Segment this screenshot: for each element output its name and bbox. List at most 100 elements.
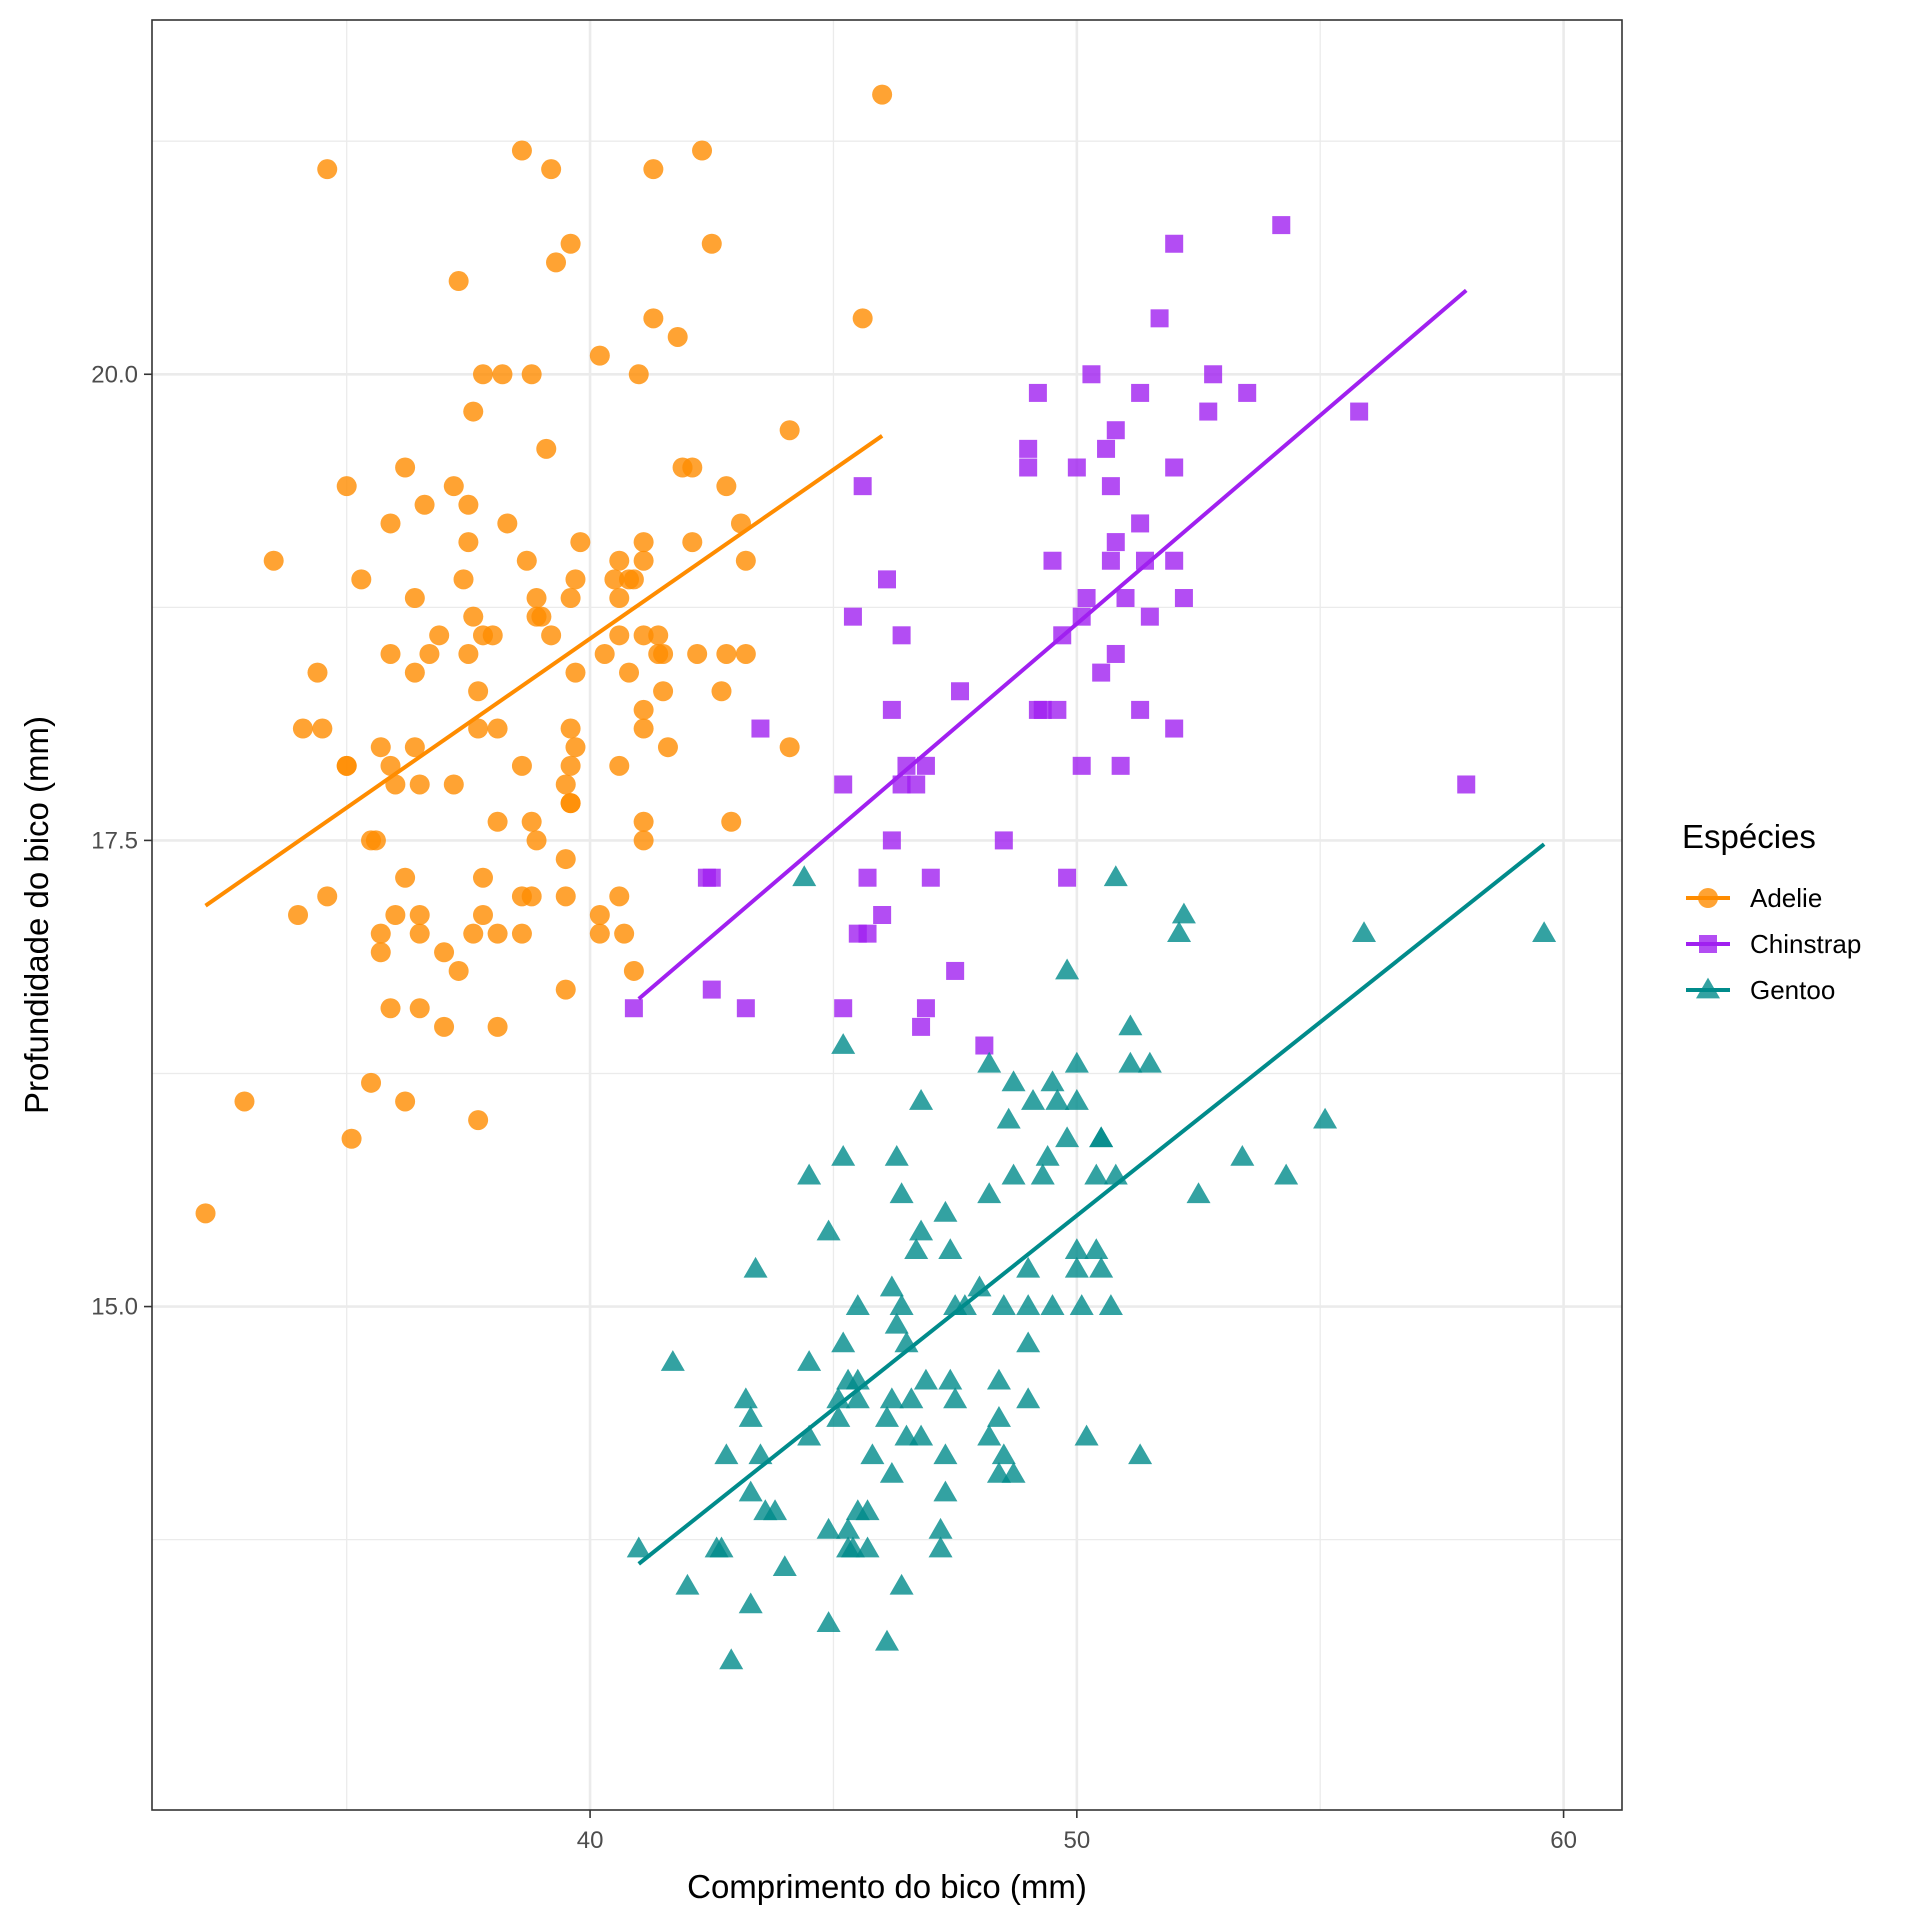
data-point-adelie <box>872 84 893 105</box>
data-point-gentoo <box>1074 1424 1099 1446</box>
data-point-adelie <box>682 457 703 478</box>
data-point-adelie <box>463 923 484 944</box>
data-point-adelie <box>541 159 562 180</box>
data-point-gentoo <box>884 1312 909 1334</box>
data-point-adelie <box>565 662 586 683</box>
data-point-adelie <box>463 606 484 627</box>
data-point-gentoo <box>1030 1163 1055 1185</box>
data-point-gentoo <box>1186 1182 1211 1204</box>
data-point-chinstrap <box>1165 458 1184 477</box>
data-point-gentoo <box>1055 1126 1080 1148</box>
data-point-chinstrap <box>1058 868 1077 887</box>
data-point-adelie <box>434 942 455 963</box>
data-point-gentoo <box>991 1294 1016 1315</box>
data-point-chinstrap <box>882 831 901 850</box>
data-point-gentoo <box>889 1294 914 1315</box>
data-point-gentoo <box>1098 1294 1123 1315</box>
data-point-adelie <box>633 811 654 832</box>
data-point-adelie <box>487 811 508 832</box>
data-point-chinstrap <box>834 775 853 794</box>
data-point-adelie <box>487 718 508 739</box>
data-point-gentoo <box>1064 1238 1089 1260</box>
data-point-gentoo <box>913 1368 938 1390</box>
data-point-gentoo <box>909 1219 934 1241</box>
data-point-gentoo <box>1021 1089 1046 1110</box>
data-point-adelie <box>565 569 586 590</box>
data-point-chinstrap <box>1131 700 1150 719</box>
data-point-gentoo <box>1016 1256 1041 1278</box>
data-point-adelie <box>511 923 532 944</box>
data-point-gentoo <box>1352 921 1377 943</box>
data-point-gentoo <box>1064 1089 1089 1110</box>
data-point-gentoo <box>889 1182 914 1204</box>
data-point-adelie <box>448 271 469 292</box>
data-point-adelie <box>458 494 479 515</box>
data-point-gentoo <box>899 1387 924 1409</box>
data-point-gentoo <box>884 1144 909 1166</box>
data-point-adelie <box>521 886 542 907</box>
data-point-chinstrap <box>1238 383 1257 402</box>
data-point-adelie <box>414 494 435 515</box>
data-point-adelie <box>472 364 493 385</box>
data-point-gentoo <box>889 1573 914 1595</box>
data-point-chinstrap <box>1116 589 1135 608</box>
data-point-gentoo <box>996 1107 1021 1129</box>
data-point-gentoo <box>816 1219 841 1241</box>
data-point-gentoo <box>879 1461 904 1483</box>
data-point-adelie <box>395 1091 416 1112</box>
data-point-adelie <box>560 588 581 609</box>
data-point-gentoo <box>1118 1051 1143 1073</box>
data-point-chinstrap <box>1165 234 1184 253</box>
data-point-adelie <box>716 643 737 664</box>
data-point-gentoo <box>1001 1461 1026 1483</box>
data-point-adelie <box>555 886 576 907</box>
data-point-gentoo <box>719 1648 744 1670</box>
data-point-adelie <box>565 737 586 758</box>
data-point-chinstrap <box>1131 514 1150 533</box>
data-point-chinstrap <box>1135 551 1154 570</box>
data-point-chinstrap <box>1019 458 1038 477</box>
data-point-chinstrap <box>946 961 965 980</box>
data-point-adelie <box>292 718 313 739</box>
data-point-gentoo <box>1171 902 1196 924</box>
data-point-adelie <box>648 625 669 646</box>
data-point-gentoo <box>797 1424 822 1446</box>
data-point-adelie <box>487 1016 508 1037</box>
data-point-gentoo <box>986 1406 1011 1427</box>
data-point-adelie <box>263 550 284 571</box>
data-point-chinstrap <box>994 831 1013 850</box>
data-point-adelie <box>361 1072 382 1093</box>
data-point-gentoo <box>909 1424 934 1446</box>
data-point-gentoo <box>831 1144 856 1166</box>
data-point-chinstrap <box>624 999 643 1018</box>
data-point-adelie <box>716 476 737 497</box>
data-point-adelie <box>555 849 576 870</box>
data-point-gentoo <box>1064 1256 1089 1278</box>
data-point-chinstrap <box>1140 607 1159 626</box>
data-point-chinstrap <box>1165 551 1184 570</box>
data-point-adelie <box>195 1203 216 1224</box>
data-point-adelie <box>511 140 532 161</box>
legend-key-marker <box>1696 977 1720 999</box>
data-point-adelie <box>365 830 386 851</box>
data-point-adelie <box>409 774 430 795</box>
data-point-adelie <box>609 625 630 646</box>
legend-item-chinstrap: Chinstrap <box>1686 929 1861 959</box>
data-point-adelie <box>448 960 469 981</box>
data-point-gentoo <box>797 1163 822 1185</box>
data-point-gentoo <box>714 1443 739 1465</box>
data-point-adelie <box>434 1016 455 1037</box>
data-point-gentoo <box>933 1443 958 1465</box>
data-point-chinstrap <box>1019 439 1038 458</box>
data-point-gentoo <box>1128 1443 1153 1465</box>
data-point-gentoo <box>1084 1163 1109 1185</box>
data-point-gentoo <box>831 1033 856 1054</box>
data-point-adelie <box>526 588 547 609</box>
data-point-adelie <box>516 550 537 571</box>
data-point-adelie <box>619 662 640 683</box>
y-tick-label: 15.0 <box>91 1294 138 1321</box>
data-point-chinstrap <box>1101 477 1120 496</box>
data-point-chinstrap <box>1150 309 1169 328</box>
data-point-gentoo <box>967 1275 992 1297</box>
data-point-adelie <box>687 643 708 664</box>
